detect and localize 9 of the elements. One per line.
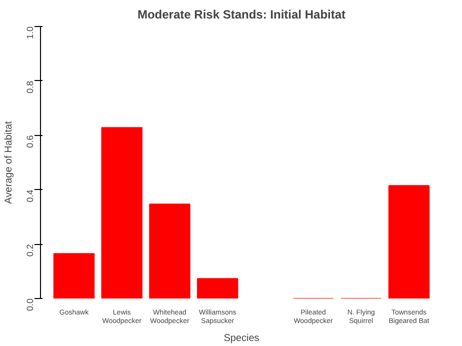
y-tick-label: 0.2 bbox=[25, 244, 35, 257]
y-tick-label: 0.0 bbox=[25, 298, 35, 312]
y-tick-label: 0.6 bbox=[25, 135, 35, 148]
y-tick-label: 1.0 bbox=[25, 26, 35, 40]
y-axis-title: Average of Habitat bbox=[4, 120, 14, 204]
x-axis-title: Species bbox=[224, 332, 260, 344]
y-tick-label: 0.4 bbox=[25, 190, 35, 202]
y-tick-label: 0.8 bbox=[25, 80, 35, 94]
chart-title: Moderate Risk Stands: Initial Habitat bbox=[137, 8, 346, 22]
